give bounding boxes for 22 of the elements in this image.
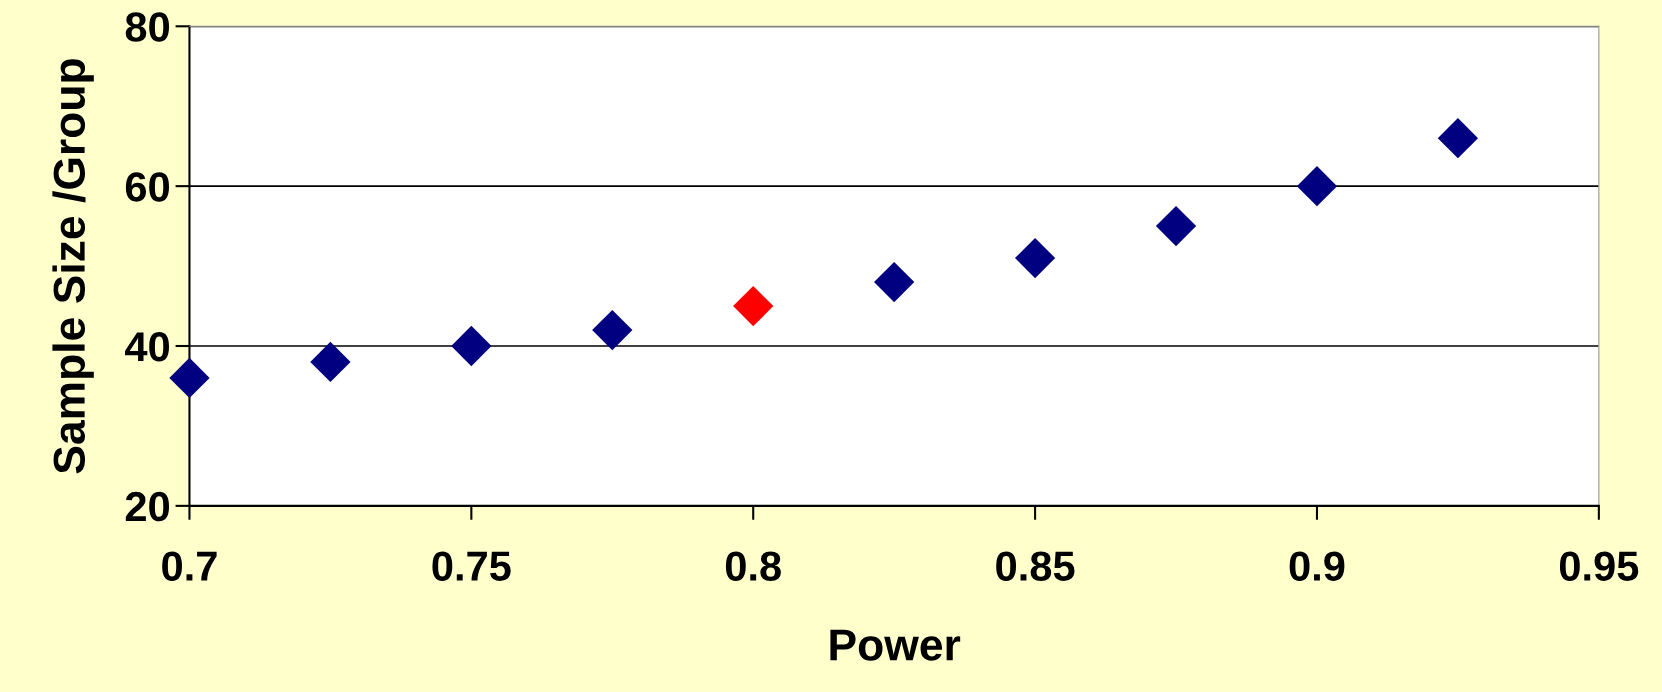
point [310, 341, 351, 383]
x-tick-label: 0.95 [1559, 551, 1639, 581]
point [169, 357, 210, 399]
y-tick-label: 40 [125, 332, 170, 362]
y-axis-title: Sample Size /Group [52, 59, 94, 474]
x-tick-label: 0.9 [1289, 551, 1345, 581]
point [874, 261, 915, 303]
y-tick-label: 20 [125, 491, 170, 522]
point [451, 325, 492, 367]
y-tick-label: 60 [125, 172, 170, 202]
point [592, 309, 633, 351]
point [733, 285, 774, 327]
x-axis-title: Power [830, 629, 961, 661]
point [1014, 237, 1056, 279]
x-tick-label: 0.8 [725, 551, 781, 581]
x-tick-label: 0.85 [996, 551, 1075, 581]
x-tick-label: 0.7 [162, 551, 217, 581]
point [1155, 205, 1197, 247]
point [1296, 166, 1338, 207]
point [1437, 118, 1479, 159]
y-tick-label: 80 [125, 12, 170, 42]
x-tick-label: 0.75 [432, 551, 511, 581]
